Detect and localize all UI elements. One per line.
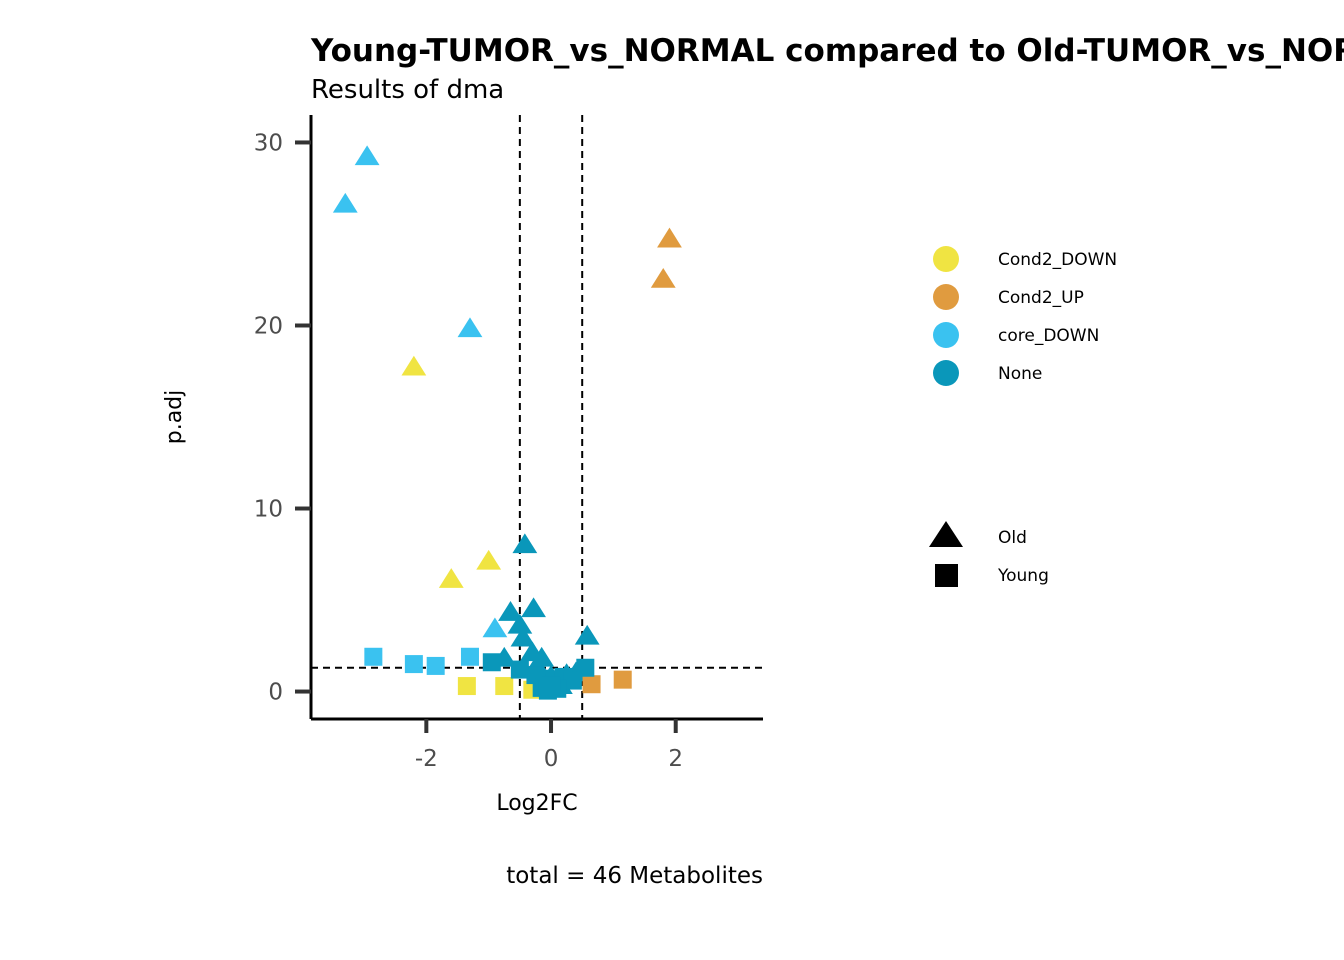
shape-legend: Old Young — [929, 521, 1049, 587]
legend-label: core_DOWN — [998, 326, 1099, 346]
x-tick-label: -2 — [415, 746, 438, 772]
legend-label: Cond2_DOWN — [998, 250, 1117, 270]
point-young-6 — [495, 677, 514, 696]
legend-label: Cond2_UP — [998, 288, 1084, 308]
x-ticks: -2 0 2 — [415, 719, 683, 772]
point-young-12 — [510, 660, 529, 679]
legend-label: None — [998, 364, 1042, 384]
point-young-9 — [582, 675, 601, 694]
chart-title: Young-TUMOR_vs_NORMAL compared to Old-TU… — [310, 33, 1344, 69]
point-young-3 — [426, 656, 445, 675]
point-old-1 — [354, 145, 380, 166]
point-young-2 — [404, 655, 423, 674]
point-young-5 — [457, 677, 476, 696]
point-old-5 — [401, 355, 427, 376]
legend-label: Young — [997, 566, 1049, 586]
y-tick-label: 10 — [254, 497, 283, 523]
axes — [309, 115, 763, 721]
y-tick-label: 20 — [254, 313, 283, 339]
point-young-4 — [460, 647, 479, 666]
point-old-18 — [529, 646, 555, 667]
x-axis-title: Log2FC — [496, 791, 577, 816]
legend-key-young — [935, 564, 958, 587]
point-young-8 — [613, 670, 632, 689]
legend-key-core-down — [933, 322, 959, 348]
threshold-lines — [311, 115, 763, 719]
point-young-10 — [482, 653, 501, 672]
legend-key-cond2-down — [933, 246, 959, 272]
point-young-21 — [542, 676, 561, 695]
point-young-1 — [364, 647, 383, 666]
point-old-11 — [498, 601, 523, 621]
y-tick-label: 30 — [254, 130, 283, 156]
y-axis-title: p.adj — [162, 390, 187, 445]
color-legend: Cond2_DOWN Cond2_UP core_DOWN None — [933, 246, 1117, 386]
point-old-2 — [332, 192, 358, 213]
legend-key-none — [933, 360, 959, 386]
point-old-3 — [457, 317, 483, 338]
data-points — [332, 145, 682, 700]
point-old-10 — [512, 533, 538, 554]
point-young-17 — [563, 671, 582, 690]
x-tick-label: 2 — [668, 746, 683, 772]
point-old-7 — [438, 568, 464, 588]
point-old-4 — [482, 617, 508, 638]
legend-key-old — [929, 521, 963, 547]
point-old-6 — [476, 549, 502, 570]
chart-caption: total = 46 Metabolites — [506, 863, 763, 889]
point-old-15 — [574, 624, 600, 645]
point-old-9 — [650, 267, 676, 288]
legend-key-cond2-up — [933, 284, 959, 310]
point-old-8 — [657, 227, 682, 248]
point-old-12 — [521, 597, 546, 618]
y-tick-label: 0 — [268, 680, 283, 706]
point-old-13 — [507, 613, 533, 634]
legend-label: Old — [998, 528, 1027, 548]
point-old-14 — [510, 626, 536, 647]
x-tick-label: 0 — [544, 746, 559, 772]
y-ticks: 0 10 20 30 — [254, 130, 311, 706]
chart-subtitle: Results of dma — [311, 75, 504, 105]
